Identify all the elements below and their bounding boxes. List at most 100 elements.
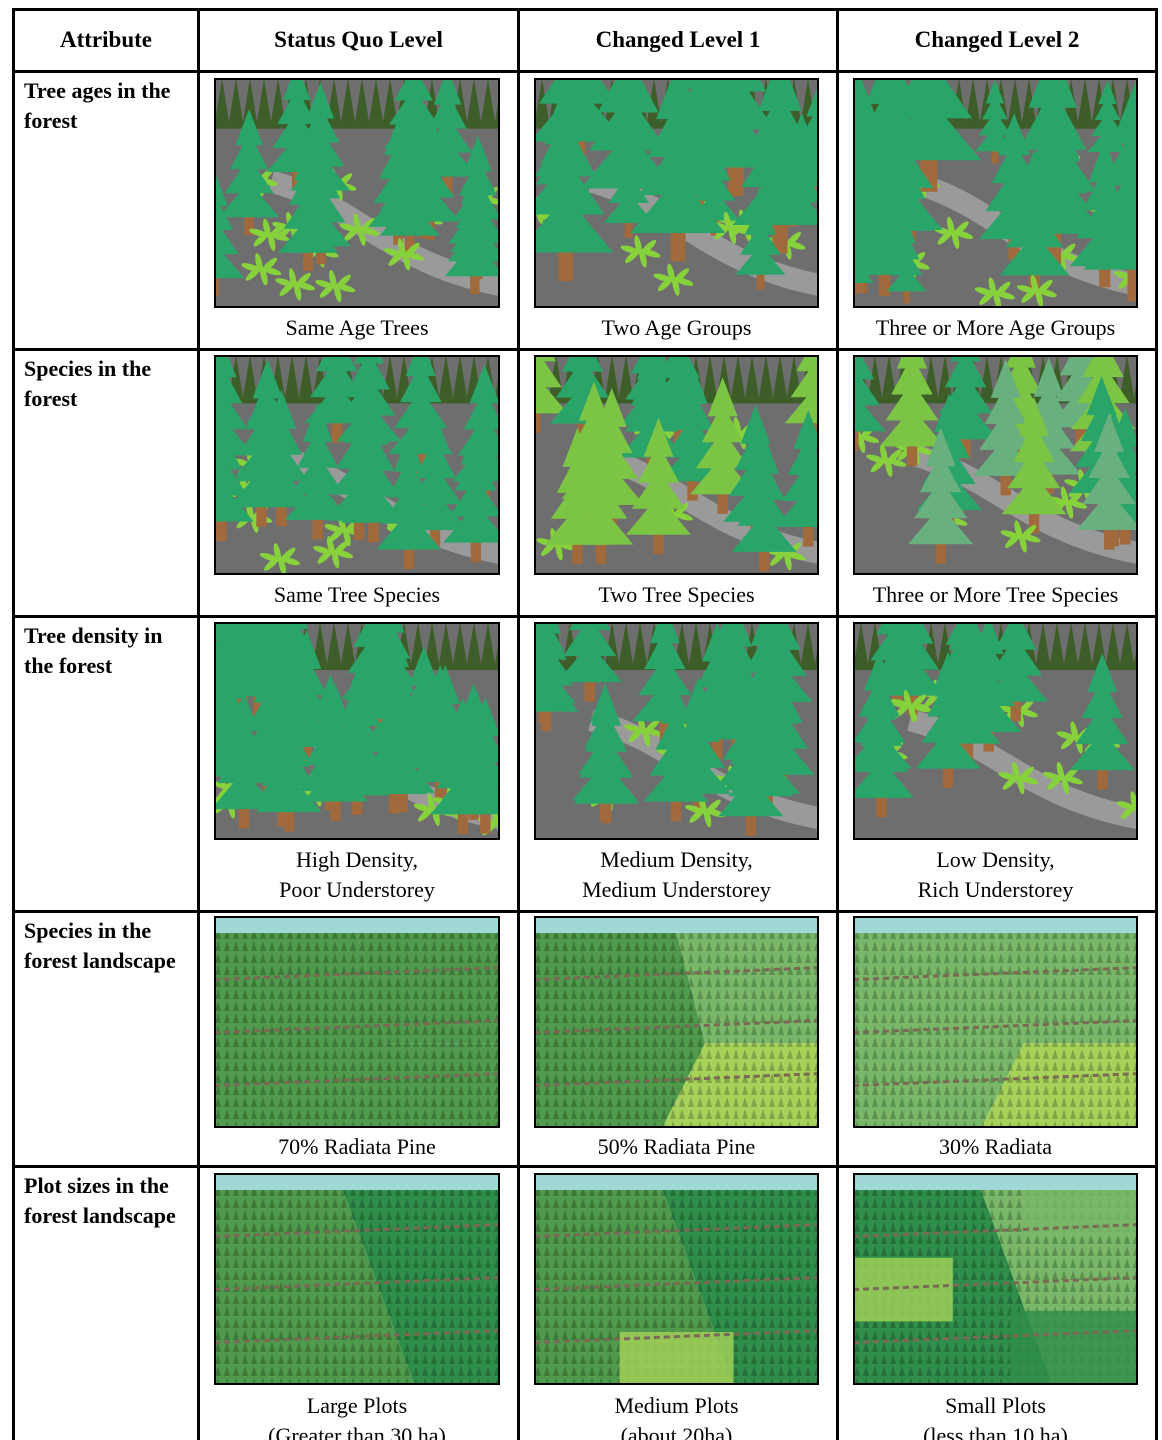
tree-crown: [385, 175, 435, 212]
tree-crown: [689, 105, 713, 136]
level-caption: Two Tree Species: [598, 582, 755, 607]
back-tree: [730, 355, 746, 404]
trunk: [906, 433, 918, 467]
trunk: [1127, 248, 1138, 302]
fern: [953, 221, 969, 236]
tree-crown: [376, 510, 442, 550]
trunk: [1028, 501, 1040, 534]
fern: [903, 689, 912, 710]
frame: [534, 1173, 819, 1385]
tree-crown: [897, 355, 927, 369]
tree-crown: [262, 747, 316, 787]
tree-crown: [268, 721, 310, 761]
tree-crown: [395, 127, 424, 164]
illustration: [853, 78, 1138, 308]
tree-crown: [933, 651, 963, 691]
tree-crown: [665, 416, 720, 456]
fern: [1037, 279, 1053, 294]
trunk: [480, 801, 491, 834]
tree-crown: [982, 95, 1008, 120]
tree-crown: [1082, 465, 1136, 505]
tree-crown: [450, 216, 500, 253]
tree-crown: [1087, 128, 1128, 153]
fern: [261, 257, 277, 272]
trunk: [991, 143, 999, 164]
trunk: [470, 264, 480, 295]
tree-crown: [315, 355, 358, 372]
tree-crown: [608, 172, 650, 203]
trunk: [312, 506, 323, 540]
tree-crown: [237, 622, 280, 645]
row-line: [214, 1223, 500, 1239]
trunk: [577, 410, 588, 444]
fern: [329, 270, 337, 290]
tree-crown: [408, 646, 439, 686]
tree-crown: [631, 469, 686, 509]
back-tree: [214, 78, 230, 129]
sky: [853, 916, 1138, 933]
tree-crown: [394, 78, 433, 101]
frame: [214, 622, 500, 840]
level-caption: Large Plots: [306, 1393, 408, 1418]
frame: [214, 78, 500, 308]
tree-crown: [373, 702, 415, 742]
tree-crown: [443, 503, 500, 543]
back-tree: [632, 622, 648, 670]
tree-crown: [631, 366, 673, 406]
back-tree: [1021, 78, 1037, 129]
trunk: [331, 410, 342, 443]
tree-crown: [228, 692, 259, 732]
tree-crown: [707, 377, 738, 417]
tree-crown: [217, 744, 271, 784]
tree-crown: [235, 109, 263, 146]
back-tree: [979, 355, 995, 404]
fern: [273, 543, 282, 563]
trunk: [403, 536, 414, 570]
tree-crown: [379, 676, 409, 716]
level-caption: Small Plots: [945, 1393, 1046, 1418]
tree-crown: [885, 381, 939, 421]
tree-crown: [296, 428, 339, 468]
tree-crown: [1001, 475, 1067, 515]
level-cell: [836, 1165, 1158, 1440]
tree-crown: [449, 477, 500, 517]
tree-crown: [591, 686, 622, 726]
back-tree: [1049, 622, 1065, 670]
plot-texture: [662, 1189, 819, 1385]
fern: [275, 278, 295, 287]
tree-crown: [659, 442, 725, 482]
back-tree: [382, 78, 398, 129]
tree-crown: [724, 751, 778, 791]
back-tree: [1035, 622, 1051, 670]
back-tree: [438, 622, 454, 670]
frame: [214, 916, 500, 1128]
plot-texture: [995, 932, 1138, 1044]
tree-crown: [538, 78, 617, 104]
fern: [326, 536, 335, 556]
tree-crown: [927, 677, 969, 717]
level-caption: Medium Density,: [600, 847, 753, 872]
tree-crown: [886, 267, 927, 292]
back-tree: [452, 622, 468, 670]
fern: [866, 454, 886, 463]
tree-crown: [636, 355, 667, 380]
header-cell: Changed Level 1: [517, 8, 839, 73]
tree-crown: [603, 192, 654, 223]
tree-crown: [973, 436, 1039, 476]
attribute-label: Species in the forest: [24, 356, 152, 411]
tree-crown: [433, 78, 462, 105]
tree-crown: [853, 758, 914, 798]
tree-crown: [557, 643, 623, 683]
trunk: [572, 531, 583, 565]
tree-crown: [348, 375, 379, 415]
tree-crown: [643, 762, 709, 802]
trunk: [903, 283, 910, 304]
tree-crown: [469, 364, 500, 404]
tree-crown: [879, 407, 945, 447]
tree-crown: [428, 92, 467, 129]
row-line: [534, 1329, 819, 1345]
tree-crown: [953, 626, 983, 666]
tree-crown: [862, 176, 907, 219]
back-tree: [688, 622, 704, 670]
tree-crown: [1087, 653, 1118, 693]
